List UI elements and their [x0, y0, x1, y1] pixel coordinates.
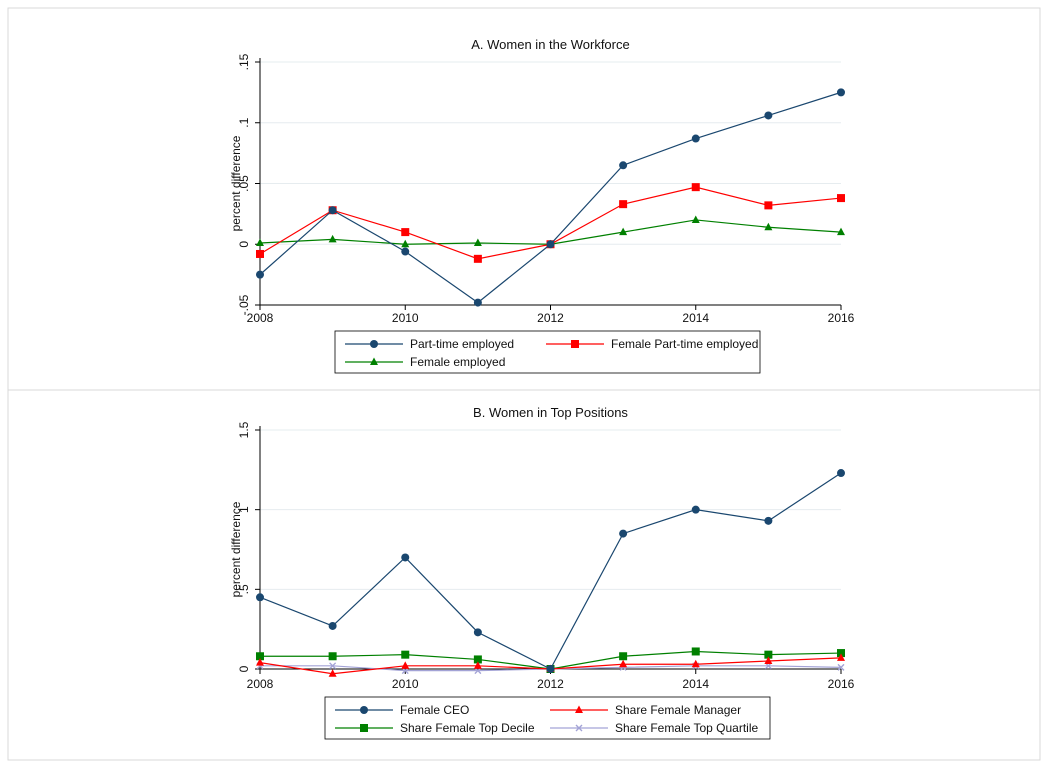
panel-a-point-female-employed	[401, 239, 410, 248]
panel-a-legend-label: Female employed	[410, 355, 505, 369]
panel-a-title: A. Women in the Workforce	[471, 37, 629, 52]
panel-b-xtick-label: 2010	[392, 677, 419, 691]
panel-b-point-female-ceo	[546, 665, 555, 673]
panel-a-point-part-time-employed	[619, 161, 628, 170]
panel-a-ytick-label: .1	[237, 117, 251, 127]
panel-a-ytick-label: 0	[237, 241, 251, 248]
panel-a-point-part-time-employed	[256, 270, 264, 279]
panel-a-xtick-label: 2014	[682, 311, 709, 325]
panel-b-ytick-label: .5	[237, 584, 251, 594]
panel-a-point-female-employed	[619, 227, 628, 236]
panel-b-point-share-female-top-decile	[837, 649, 845, 658]
panel-b-point-female-ceo	[837, 469, 845, 478]
panel-a-point-female-part-time-employed	[401, 228, 410, 237]
panel-a-point-female-part-time-employed	[691, 183, 700, 192]
panel-a-point-female-employed	[691, 215, 700, 223]
panel-b-point-share-female-top-decile	[256, 652, 264, 661]
panel-b-point-share-female-top-decile	[764, 650, 773, 659]
panel-b-ytick-label: 1.5	[237, 421, 251, 438]
panel-b-legend-marker-share-female-top-decile	[360, 724, 368, 732]
panel-a-point-part-time-employed	[401, 247, 410, 256]
panel-b-point-share-female-manager	[401, 661, 410, 669]
panel-b-legend-label: Share Female Manager	[615, 703, 741, 717]
panel-a-xtick-label: 2010	[392, 311, 419, 325]
panel-a-xtick-label: 2012	[537, 311, 564, 325]
panel-a-point-female-employed	[837, 227, 845, 236]
panel-b-ylabel: percent difference	[229, 501, 243, 597]
panel-a-point-female-employed	[473, 238, 482, 247]
panel-b-point-share-female-manager	[691, 659, 700, 668]
panel-a-frame	[7, 7, 1041, 391]
panel-b-xtick-label: 2012	[537, 677, 564, 691]
panel-b-legend-marker-share-female-manager	[575, 705, 583, 713]
panel-a-ytick-label: .05	[237, 175, 251, 192]
panel-b-point-female-ceo	[619, 529, 628, 538]
panel-b-point-share-female-manager	[473, 661, 482, 669]
panel-b-point-female-ceo	[764, 516, 773, 525]
panel-b-point-share-female-manager	[837, 653, 845, 661]
panel-a-legend-box	[334, 330, 761, 374]
panel-b-legend-marker-share-female-top-quartile	[575, 724, 583, 732]
panel-b-point-share-female-top-decile	[328, 652, 337, 661]
panel-a-ylabel: percent difference	[229, 135, 243, 231]
panel-b-xtick-label: 2008	[247, 677, 274, 691]
panel-a-point-female-employed	[256, 238, 264, 247]
panel-a-ytick-label: -.05	[237, 294, 251, 315]
panel-b-point-share-female-top-decile	[619, 652, 628, 661]
panel-b-xtick-label: 2016	[828, 677, 855, 691]
panel-b-point-female-ceo	[691, 505, 700, 514]
panel-a-point-part-time-employed	[328, 206, 337, 215]
panel-b-legend-label: Share Female Top Decile	[400, 721, 535, 735]
panel-a-point-female-part-time-employed	[837, 194, 845, 203]
panel-b-point-female-ceo	[256, 593, 264, 602]
panel-b-point-share-female-top-decile	[473, 655, 482, 664]
panel-b-point-female-ceo	[401, 553, 410, 562]
panel-a-legend-label: Female Part-time employed	[611, 337, 758, 351]
panel-b-point-share-female-manager	[619, 659, 628, 668]
panel-a-xtick-label: 2008	[247, 311, 274, 325]
panel-b-point-female-ceo	[328, 621, 337, 630]
panel-a-point-part-time-employed	[764, 111, 773, 120]
panel-b-legend-marker-female-ceo	[360, 706, 368, 714]
panel-a-point-female-part-time-employed	[256, 249, 264, 258]
panel-a-legend-marker-female-employed	[370, 357, 378, 365]
panel-b-legend-label: Female CEO	[400, 703, 469, 717]
panel-b-point-female-ceo	[473, 628, 482, 637]
panel-b-ytick-label: 0	[237, 665, 251, 672]
panel-a-point-part-time-employed	[691, 134, 700, 143]
panel-a-point-female-employed	[328, 234, 337, 243]
panel-a-point-part-time-employed	[546, 240, 555, 249]
panel-a-point-female-employed	[764, 222, 773, 231]
panel-b-point-share-female-manager	[764, 656, 773, 665]
panel-b-title: B. Women in Top Positions	[473, 405, 628, 420]
panel-a-legend-label: Part-time employed	[410, 337, 514, 351]
panel-a-legend-marker-female-part-time-employed	[571, 340, 579, 348]
panel-a-xtick-label: 2016	[828, 311, 855, 325]
panel-b-legend-box	[324, 696, 771, 740]
panel-b-ytick-label: 1	[237, 506, 251, 513]
panel-b-point-share-female-top-quartile	[329, 662, 337, 670]
panel-a-legend-marker-part-time-employed	[370, 340, 378, 348]
panel-a-point-part-time-employed	[837, 88, 845, 97]
panel-b-legend-label: Share Female Top Quartile	[615, 721, 759, 735]
panel-b-point-share-female-manager	[328, 669, 337, 677]
panel-a-point-female-part-time-employed	[619, 200, 628, 209]
panel-a-point-part-time-employed	[473, 298, 482, 307]
panel-a-point-female-part-time-employed	[764, 201, 773, 210]
panel-b-point-share-female-top-decile	[401, 650, 410, 659]
panel-a-point-female-part-time-employed	[473, 254, 482, 263]
panel-b-point-share-female-top-quartile	[837, 663, 845, 671]
panel-b-xtick-label: 2014	[682, 677, 709, 691]
panel-b-point-share-female-top-decile	[691, 647, 700, 656]
panel-b-point-share-female-manager	[256, 658, 264, 666]
panel-a-ytick-label: .15	[237, 53, 251, 70]
